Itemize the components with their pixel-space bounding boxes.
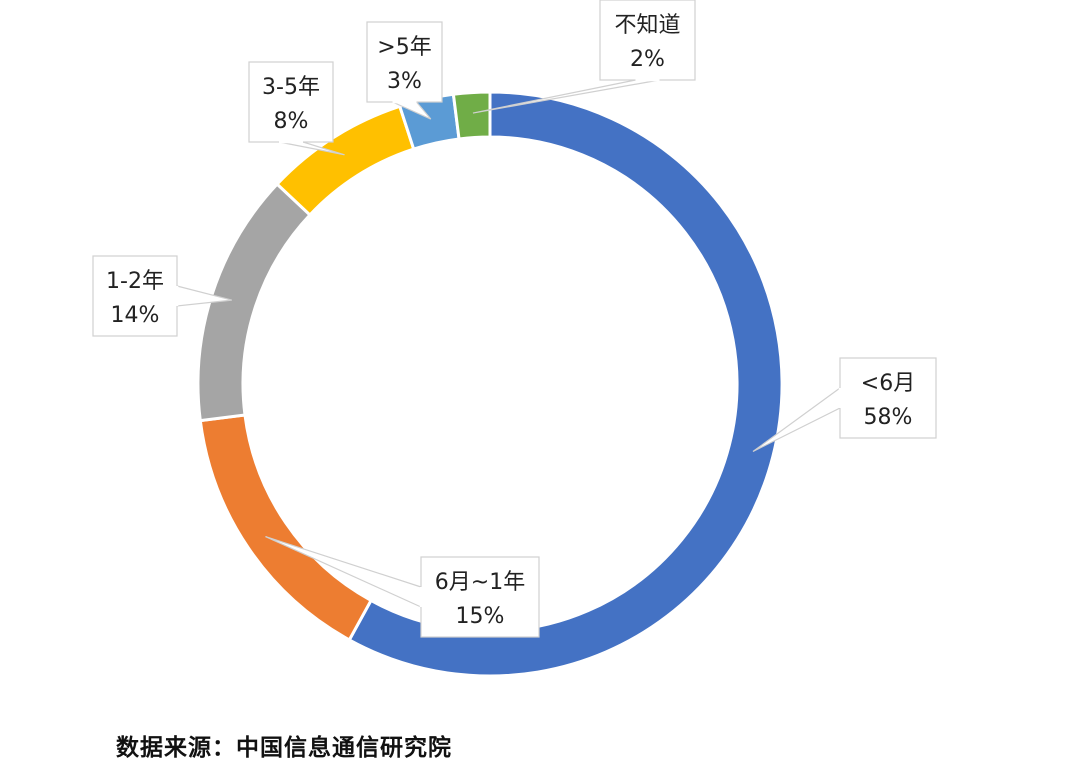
donut-slice-1 [198, 413, 374, 642]
slice-label-2: 1-2年 [106, 269, 164, 294]
slice-percent-4: 3% [387, 69, 422, 94]
donut-slice-0 [347, 90, 784, 678]
callout-box-5 [599, 0, 696, 81]
callout-box-3 [248, 61, 334, 143]
callouts-layer: <6月 58% 6月~1年 15% 1-2年 14% 3-5年 8% >5年 3% 不知道 2% [92, 0, 937, 638]
slice-label-3: 3-5年 [262, 75, 320, 100]
slices-layer [196, 90, 784, 678]
slice-percent-1: 15% [456, 604, 505, 629]
slice-label-0: <6月 [861, 371, 915, 396]
slice-label-5: 不知道 [614, 13, 680, 38]
slice-percent-0: 58% [864, 405, 913, 430]
slice-label-1: 6月~1年 [435, 570, 525, 595]
callout-box-2 [92, 255, 178, 337]
slice-percent-3: 8% [274, 109, 309, 134]
slice-label-4: >5年 [377, 35, 431, 60]
callout-box-0 [839, 357, 937, 439]
donut-slice-5 [451, 90, 492, 141]
data-source-note: 数据来源：中国信息通信研究院 [116, 734, 452, 761]
callout-box-1 [420, 556, 540, 638]
slice-percent-2: 14% [111, 303, 160, 328]
slice-percent-5: 2% [630, 47, 665, 72]
